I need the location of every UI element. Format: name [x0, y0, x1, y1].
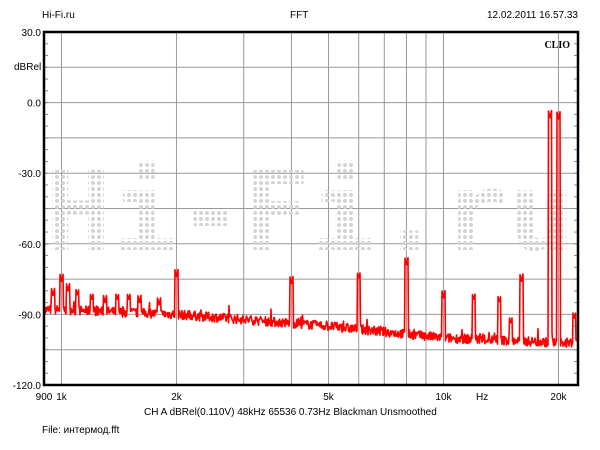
x-tick-label: 20k — [550, 392, 567, 403]
y-tick-label: -30.0 — [18, 169, 41, 180]
y-tick-label: -60.0 — [18, 240, 41, 251]
x-tick-label: 1k — [56, 392, 68, 403]
y-tick-label: 30.0 — [22, 28, 42, 39]
x-tick-label: 5k — [323, 392, 335, 403]
watermark-logo: Hi-Fi.ru — [45, 148, 575, 276]
header-site: Hi-Fi.ru — [42, 10, 75, 21]
x-tick-label: 2k — [171, 392, 183, 403]
y-tick-label: -120.0 — [13, 381, 42, 392]
fft-trace — [44, 109, 578, 348]
header-title: FFT — [290, 10, 309, 21]
x-axis-label: Hz — [476, 392, 488, 403]
x-tick-label: 10k — [435, 392, 452, 403]
plot-frame — [42, 30, 580, 387]
y-tick-label: 0.0 — [27, 99, 41, 110]
x-tick-label: 900 — [36, 392, 53, 403]
grid — [44, 32, 578, 385]
y-axis-label: dBRel — [14, 62, 42, 73]
y-tick-label: -90.0 — [18, 310, 41, 321]
clio-logo: CLIO — [544, 40, 570, 51]
measurement-settings: CH A dBRel(0.110V) 48kHz 65536 0.73Hz Bl… — [144, 407, 437, 418]
file-name: File: интермод.fft — [42, 425, 120, 436]
header-timestamp: 12.02.2011 16.57.33 — [486, 10, 578, 21]
